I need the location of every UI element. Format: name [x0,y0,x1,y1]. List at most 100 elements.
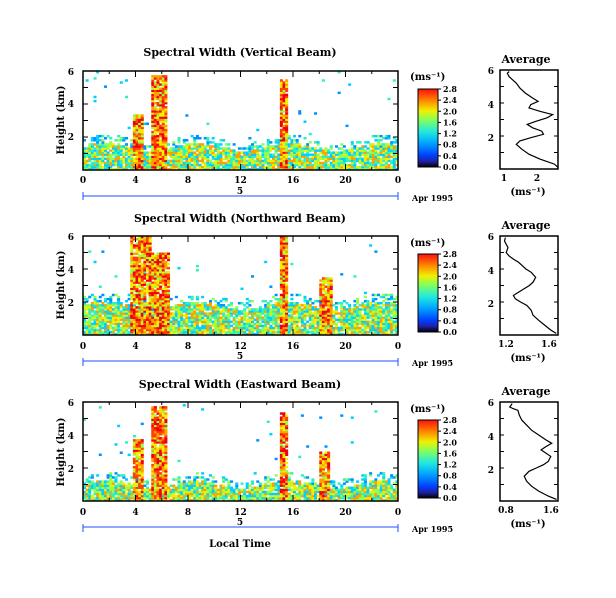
heatmap-cell [127,320,131,324]
heatmap-cell [387,153,391,156]
heatmap-cell [96,318,100,321]
heatmap-cell [104,492,108,496]
heatmap-cell [159,457,163,461]
heatmap-cell [93,163,97,167]
heatmap-cell [156,494,160,498]
heatmap-cell [308,308,312,311]
heatmap-cell [169,306,173,309]
heatmap-cell [206,316,210,319]
heatmap-cell [98,145,102,148]
heatmap-cell [216,304,220,307]
heatmap-cell [324,149,328,152]
heatmap-cell [161,445,165,448]
heatmap-cell [279,149,283,152]
heatmap-cell [377,161,381,165]
heatmap-cell [109,145,113,148]
heatmap-cell [93,310,97,313]
heatmap-cell [122,322,126,326]
heatmap-cell [151,258,155,262]
heatmap-cell [371,318,375,321]
heatmap-cell [311,324,315,328]
heatmap-cell [390,326,394,330]
heatmap-cell [248,151,252,154]
heatmap-cell [96,322,100,326]
heatmap-cell [361,151,365,154]
heatmap-cell [151,167,155,171]
heatmap-cell [384,312,388,315]
heatmap-cell [311,318,315,321]
heatmap-cell [340,306,344,309]
heatmap-cell [285,304,289,307]
heatmap-cell [387,316,391,319]
heatmap-cell [209,316,213,319]
heatmap-cell [193,137,197,140]
heatmap-cell [258,314,262,317]
heatmap-cell [93,299,97,303]
heatmap-cell [384,145,388,148]
heatmap-cell [156,486,160,490]
heatmap-cell [311,165,315,169]
heatmap-cell [117,490,121,494]
heatmap-cell [206,141,210,144]
heatmap-cell [316,318,320,321]
heatmap-cell [287,332,291,336]
heatmap-cell [266,318,270,321]
heatmap-cell [153,332,157,336]
heatmap-cell [93,490,97,494]
heatmap-cell [140,470,144,473]
heatmap-cell [153,273,157,276]
heatmap-cell [272,157,276,161]
heatmap-cell [140,492,144,496]
heatmap-cell [314,159,318,163]
heatmap-cell [374,302,378,305]
heatmap-cell [151,416,155,419]
heatmap-cell [143,320,147,324]
heatmap-cell [88,314,92,317]
heatmap-cell [285,108,289,111]
heatmap-cell [188,159,192,163]
heatmap-cell [335,165,339,169]
heatmap-cell [161,328,165,332]
heatmap-cell [379,316,383,319]
heatmap-cell [327,159,331,163]
heatmap-cell [151,312,155,315]
heatmap-cell [148,330,152,334]
heatmap-cell [153,155,157,159]
heatmap-cell [153,420,157,424]
heatmap-cell [390,155,394,159]
heatmap-cell [363,295,367,299]
heatmap-cell [377,165,381,169]
heatmap-cell [106,474,110,477]
heatmap-cell [153,449,157,452]
heatmap-cell [111,326,115,330]
heatmap-cell [169,488,173,492]
heatmap-cell [209,163,213,167]
heatmap-cell [274,322,278,326]
heatmap-cell [130,161,134,165]
heatmap-cell [135,441,139,444]
heatmap-cell [109,490,113,494]
heatmap-cell [161,273,165,276]
heatmap-cell [180,167,184,171]
heatmap-cell [308,316,312,319]
heatmap-cell [135,447,139,450]
heatmap-cell [164,432,168,436]
heatmap-cell [266,322,270,326]
heatmap-cell [151,161,155,165]
heatmap-cell [117,295,121,299]
heatmap-cell [316,299,320,303]
heatmap-cell [156,85,160,88]
heatmap-cell [88,326,92,330]
heatmap-cell [266,312,270,315]
heatmap-cell [285,145,289,148]
heatmap-cell [98,324,102,328]
heatmap-cell [101,482,105,485]
heatmap-cell [332,322,336,326]
heatmap-cell [345,153,349,156]
heatmap-cell [298,153,302,156]
colorbar-tick-label: 1.2 [443,294,457,304]
heatmap-cell [174,316,178,319]
heatmap-cell [377,302,381,305]
heatmap-cell [272,165,276,169]
heatmap-cell [342,149,346,152]
